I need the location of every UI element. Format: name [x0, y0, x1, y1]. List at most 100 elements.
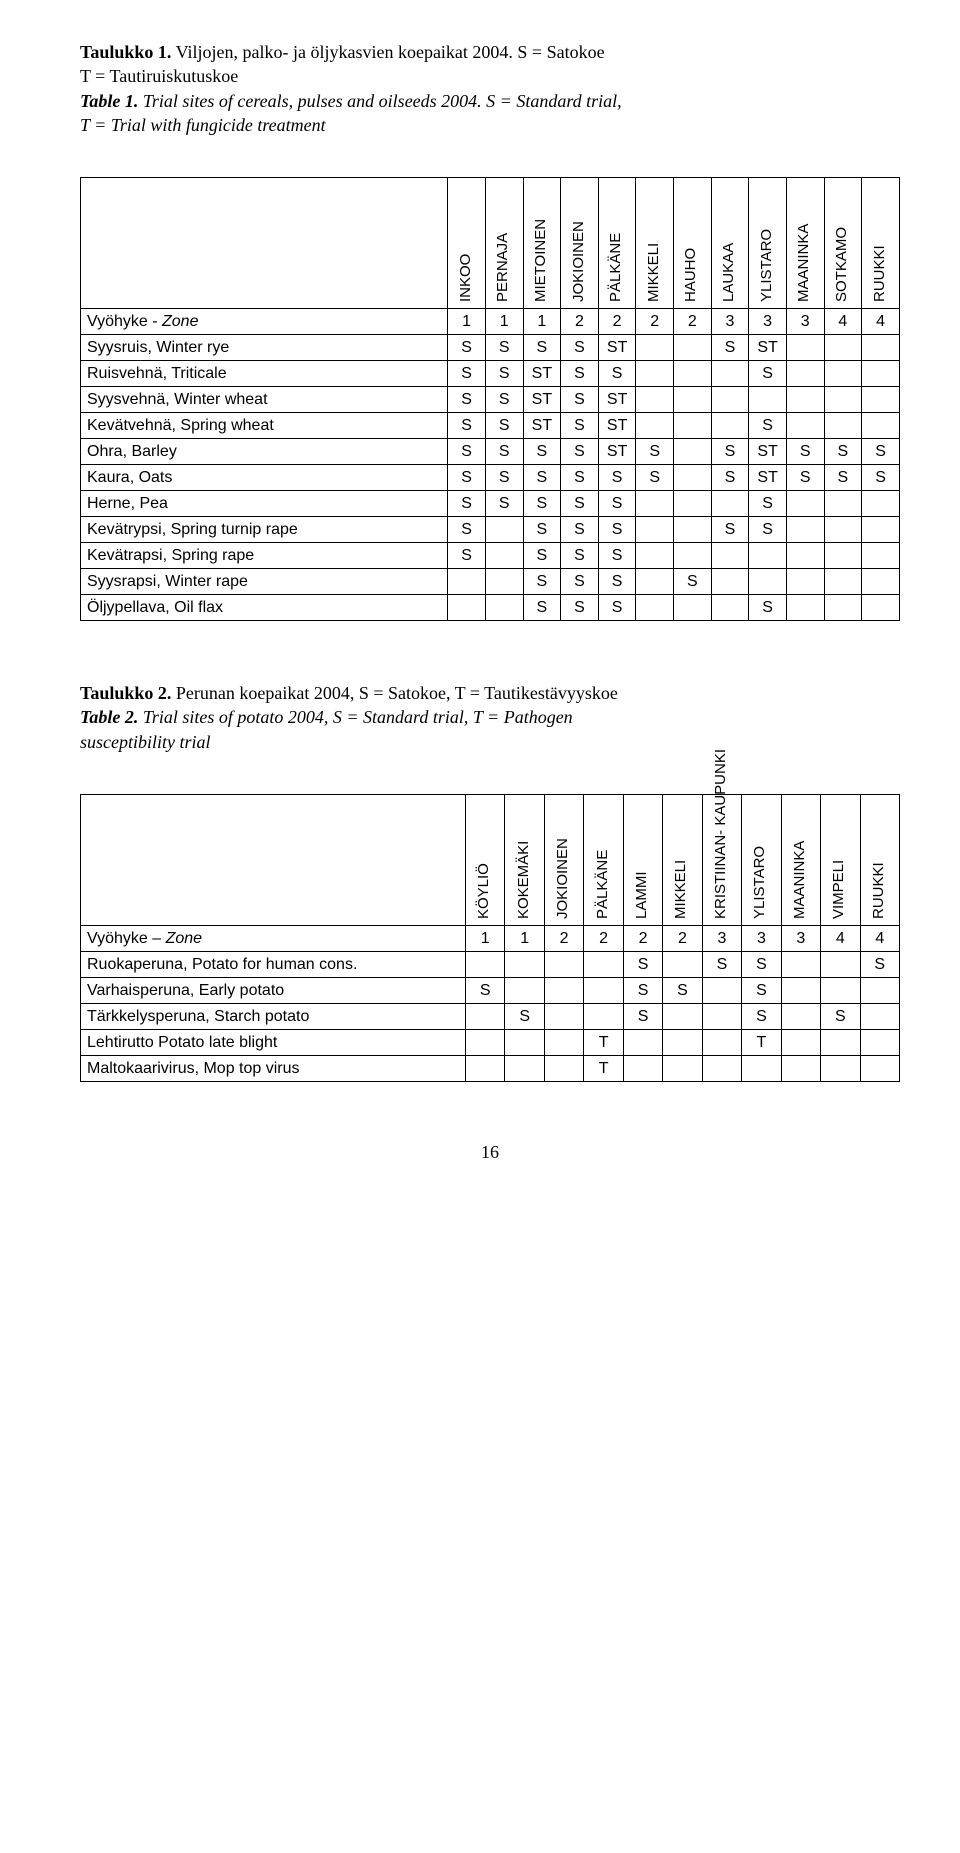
cell — [544, 1030, 583, 1056]
cell — [786, 543, 824, 569]
cell — [862, 543, 900, 569]
cell: S — [862, 465, 900, 491]
cell: ST — [523, 361, 561, 387]
table-row: Syysvehnä, Winter wheatSSSTSST — [81, 387, 900, 413]
row-label: Syysrapsi, Winter rape — [81, 569, 448, 595]
cell: S — [448, 413, 486, 439]
cell: S — [749, 491, 787, 517]
caption2-text3: susceptibility trial — [80, 732, 211, 752]
cell — [862, 413, 900, 439]
cell — [711, 387, 749, 413]
cell — [505, 1056, 544, 1082]
blank-header — [81, 178, 448, 309]
cell: S — [711, 465, 749, 491]
cell: S — [561, 413, 599, 439]
table-row: Varhaisperuna, Early potatoSSSS — [81, 978, 900, 1004]
cell — [862, 335, 900, 361]
row-label: Ruokaperuna, Potato for human cons. — [81, 952, 466, 978]
row-label: Syysruis, Winter rye — [81, 335, 448, 361]
cell — [749, 543, 787, 569]
cell — [466, 1030, 505, 1056]
caption2-title: Taulukko 2. — [80, 683, 171, 703]
caption1-text5: T = Trial with fungicide treatment — [80, 115, 326, 135]
cell — [781, 952, 820, 978]
cell — [742, 1056, 781, 1082]
cell: S — [636, 439, 674, 465]
cell — [544, 1056, 583, 1082]
col-header: MIKKELI — [663, 795, 702, 926]
cell: 3 — [786, 309, 824, 335]
cell — [786, 595, 824, 621]
cell — [860, 1004, 899, 1030]
cell — [781, 1056, 820, 1082]
cell: 1 — [485, 309, 523, 335]
cell — [862, 595, 900, 621]
caption1-text3: Trial sites of cereals, pulses and oilse… — [138, 91, 481, 111]
cell — [485, 595, 523, 621]
cell — [702, 1056, 741, 1082]
cell: S — [598, 491, 636, 517]
cell: T — [742, 1030, 781, 1056]
cell — [636, 361, 674, 387]
cell — [544, 1004, 583, 1030]
row-label: Syysvehnä, Winter wheat — [81, 387, 448, 413]
table-row: Ruisvehnä, TriticaleSSSTSSS — [81, 361, 900, 387]
cell: S — [561, 543, 599, 569]
cell: 3 — [702, 926, 741, 952]
caption-1: Taulukko 1. Viljojen, palko- ja öljykasv… — [80, 40, 900, 137]
cell — [786, 413, 824, 439]
cell: S — [561, 465, 599, 491]
cell: S — [561, 491, 599, 517]
caption2-title-en: Table 2. — [80, 707, 138, 727]
cell — [544, 978, 583, 1004]
cell: ST — [523, 387, 561, 413]
cell — [674, 595, 712, 621]
cell: 2 — [674, 309, 712, 335]
cell: ST — [598, 413, 636, 439]
caption1-text1: Viljojen, palko- ja öljykasvien koepaika… — [171, 42, 604, 62]
cell: T — [584, 1056, 623, 1082]
cell — [862, 569, 900, 595]
cell — [636, 595, 674, 621]
cell — [702, 978, 741, 1004]
caption1-text2: T = Tautiruiskutuskoe — [80, 66, 238, 86]
cell: S — [711, 439, 749, 465]
cell: S — [561, 387, 599, 413]
cell — [824, 413, 862, 439]
cell — [674, 543, 712, 569]
cell: 4 — [824, 309, 862, 335]
cell — [702, 1004, 741, 1030]
cell — [821, 1030, 860, 1056]
col-header: HAUHO — [674, 178, 712, 309]
cell — [636, 387, 674, 413]
col-header: KRISTIINAN- KAUPUNKI — [702, 795, 741, 926]
cell — [824, 543, 862, 569]
cell — [636, 413, 674, 439]
row-label: Kevätrypsi, Spring turnip rape — [81, 517, 448, 543]
col-header: MIETOINEN — [523, 178, 561, 309]
col-header: PERNAJA — [485, 178, 523, 309]
cell: 2 — [663, 926, 702, 952]
cell — [674, 413, 712, 439]
table-row: Tärkkelysperuna, Starch potatoSSSS — [81, 1004, 900, 1030]
cell — [584, 1004, 623, 1030]
cell: S — [742, 952, 781, 978]
table-row: Kaura, OatsSSSSSSSSTSSS — [81, 465, 900, 491]
table-row: Maltokaarivirus, Mop top virusT — [81, 1056, 900, 1082]
cell: S — [448, 465, 486, 491]
cell — [674, 517, 712, 543]
cell — [663, 1030, 702, 1056]
cell — [860, 978, 899, 1004]
cell: S — [561, 569, 599, 595]
cell: S — [448, 517, 486, 543]
cell: S — [485, 439, 523, 465]
cell — [862, 491, 900, 517]
cell: S — [561, 517, 599, 543]
col-header: RUUKKI — [860, 795, 899, 926]
cell — [674, 465, 712, 491]
cell — [786, 517, 824, 543]
cell — [636, 335, 674, 361]
cell — [674, 491, 712, 517]
cell — [485, 543, 523, 569]
cell — [505, 1030, 544, 1056]
